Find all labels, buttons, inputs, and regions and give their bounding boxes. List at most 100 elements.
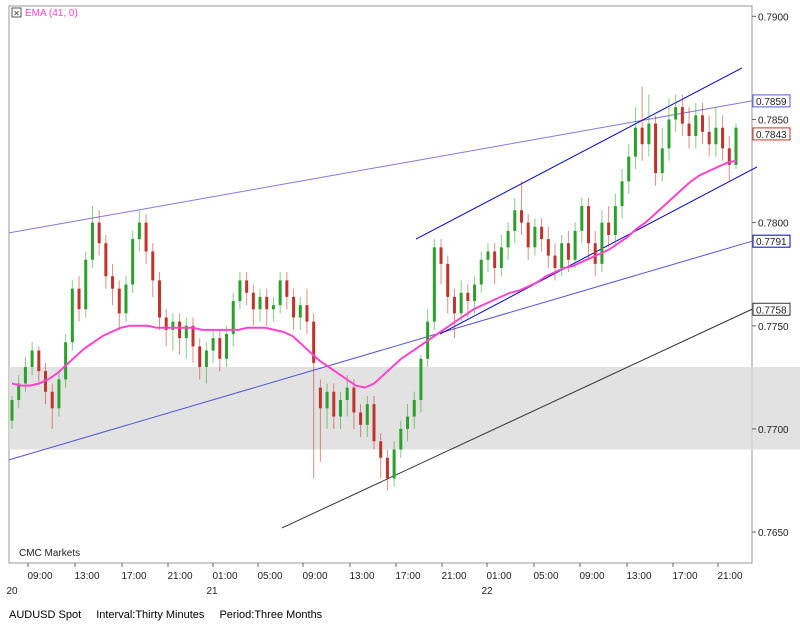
candle-body <box>734 127 738 165</box>
candle-body <box>117 288 121 314</box>
candle-body <box>10 400 14 421</box>
candle-body <box>312 321 316 363</box>
candle-body <box>593 243 597 264</box>
candle-body <box>131 239 135 285</box>
candle-body <box>352 387 356 413</box>
price-tag <box>752 127 791 141</box>
candle-body <box>654 123 658 174</box>
x-tick-label: 17:00 <box>672 571 697 582</box>
candle-body <box>204 350 208 368</box>
candle-body <box>292 296 296 318</box>
x-date-label: 21 <box>206 586 218 597</box>
candle-body <box>37 350 41 372</box>
price-tag-label: 0.7859 <box>756 97 787 108</box>
candle-body <box>104 243 108 277</box>
price-tag-label: 0.7791 <box>756 237 787 248</box>
plot-area <box>8 5 753 564</box>
candle-body <box>84 259 88 310</box>
x-tick-label: 13:00 <box>626 571 651 582</box>
highlight-band <box>9 367 800 450</box>
candle-body <box>365 404 369 425</box>
candle-body <box>251 292 255 310</box>
x-tick-label: 01:00 <box>486 571 511 582</box>
price-tag <box>752 94 791 108</box>
candle-body <box>660 148 664 174</box>
candle-body <box>633 127 637 157</box>
candle-body <box>439 247 443 264</box>
candle-body <box>90 222 94 260</box>
x-tick-label: 17:00 <box>121 571 146 582</box>
candle-body <box>305 305 309 322</box>
candle-body <box>674 107 678 120</box>
candle-body <box>191 325 195 347</box>
interval-label: Interval:Thirty Minutes <box>96 609 205 621</box>
candle-body <box>700 115 704 132</box>
watermark-label: CMC Markets <box>19 548 80 559</box>
price-tag-label: 0.7843 <box>756 130 787 141</box>
x-tick-label: 05:00 <box>533 571 558 582</box>
candle-body <box>178 321 182 339</box>
candle-body <box>647 123 651 145</box>
candle-body <box>452 296 456 314</box>
y-tick-label: 0.7750 <box>758 322 789 333</box>
candle-body <box>473 284 477 302</box>
candle-body <box>184 325 188 339</box>
x-date-label: 22 <box>481 586 493 597</box>
symbol-label: AUDUSD Spot <box>9 609 82 621</box>
x-tick-label: 13:00 <box>74 571 99 582</box>
candle-body <box>285 280 289 297</box>
y-tick-label: 0.7650 <box>758 528 789 539</box>
candle-body <box>271 305 275 310</box>
candle-body <box>198 346 202 368</box>
candle-body <box>573 230 577 260</box>
candle-body <box>479 259 483 285</box>
candle-body <box>225 334 229 359</box>
candle-body <box>627 156 631 182</box>
candle-body <box>459 292 463 314</box>
trend-line-middle <box>8 240 753 461</box>
candle-body <box>245 280 249 293</box>
candle-body <box>714 127 718 145</box>
candle-body <box>359 412 363 425</box>
candle-body <box>667 119 671 149</box>
channel-line-bottom <box>439 166 758 335</box>
candle-body <box>231 301 235 335</box>
candle-body <box>620 181 624 207</box>
x-tick-label: 09:00 <box>302 571 327 582</box>
candle-body <box>157 280 161 318</box>
candle-body <box>385 457 389 479</box>
channel-line-top <box>415 67 743 240</box>
candle-body <box>546 239 550 256</box>
candle-body <box>97 222 101 244</box>
candle-body <box>406 416 410 429</box>
candle-body <box>399 428 403 450</box>
y-tick-label: 0.7900 <box>758 12 789 23</box>
period-label: Period:Three Months <box>219 609 323 621</box>
y-tick-label: 0.7850 <box>758 115 789 126</box>
candle-body <box>332 391 336 417</box>
candle-body <box>144 222 148 252</box>
candle-body <box>345 387 349 401</box>
candle-body <box>124 284 128 314</box>
x-tick-label: 21:00 <box>441 571 466 582</box>
candle-body <box>57 379 61 409</box>
candle-body <box>566 243 570 260</box>
candle-body <box>318 387 322 409</box>
x-tick-label: 21:00 <box>717 571 742 582</box>
ema-legend-label: EMA (41, 0) <box>25 8 78 19</box>
y-tick-label: 0.7800 <box>758 219 789 230</box>
candle-body <box>607 222 611 235</box>
candle-body <box>694 115 698 136</box>
candle-body <box>64 342 68 380</box>
candle-body <box>77 288 81 310</box>
candle-body <box>392 449 396 479</box>
candle-body <box>151 251 155 281</box>
candle-body <box>412 400 416 417</box>
candle-body <box>23 367 27 384</box>
x-date-label: 20 <box>6 586 18 597</box>
chart-footer: AUDUSD Spot Interval:Thirty Minutes Peri… <box>9 609 334 621</box>
candle-body <box>258 296 262 310</box>
candle-body <box>70 288 74 343</box>
candle-body <box>600 222 604 264</box>
